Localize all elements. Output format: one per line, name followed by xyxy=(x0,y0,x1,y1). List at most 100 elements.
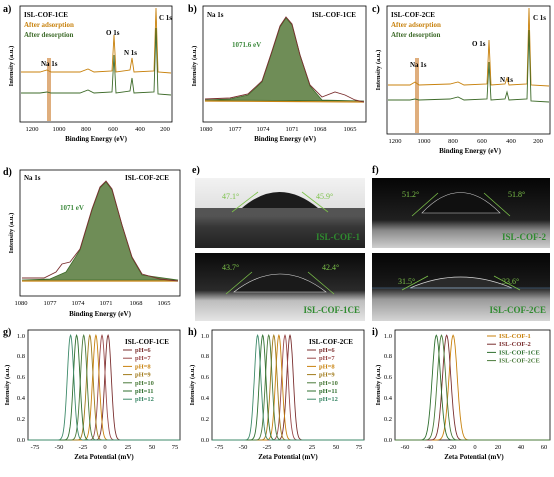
panel-b: b) Na 1s ISL-COF-1CE 1071.6 eV 1080 1077… xyxy=(188,4,367,143)
adsorption-spectrum xyxy=(388,7,550,87)
raw-spectrum xyxy=(22,180,179,282)
y-tick: 0.8 xyxy=(201,353,209,360)
x-tick: 40 xyxy=(518,444,525,451)
panel-letter-f: f) xyxy=(372,165,379,176)
legend-label: pH=10 xyxy=(135,380,154,387)
y-axis-label: Intensity (a.u.) xyxy=(8,213,15,254)
legend-desorption: After desorption xyxy=(391,31,441,39)
panel-letter: a) xyxy=(3,4,11,15)
y-tick: 0.2 xyxy=(201,416,209,423)
right-angle: 33.6° xyxy=(502,277,519,286)
na-band xyxy=(415,58,419,133)
zeta-lines xyxy=(28,333,180,441)
panel-a: a) ISL-COF-1CE After adsorption After de… xyxy=(3,4,173,143)
x-axis-label: Binding Energy (eV) xyxy=(439,147,502,155)
panel-e-f: e) f) 47.1° 45.9° ISL-COF-1 51.2° 51.8° … xyxy=(192,165,550,321)
left-angle: 31.5° xyxy=(398,277,415,286)
y-tick: 0.0 xyxy=(17,437,25,444)
legend-label: pH=12 xyxy=(319,396,338,403)
x-tick: 600 xyxy=(108,126,118,133)
legend-label: pH=9 xyxy=(135,372,151,379)
legend-label: pH=11 xyxy=(319,388,338,395)
x-axis-label: Zeta Potential (mV) xyxy=(258,453,318,461)
x-tick: 1068 xyxy=(314,126,327,133)
x-axis-label: Binding Energy (eV) xyxy=(254,135,317,143)
panel-letter: g) xyxy=(3,327,11,338)
x-tick: 0 xyxy=(287,444,290,451)
sample-label: ISL-COF-1CE xyxy=(125,338,169,346)
sample-label: ISL-COF-1CE xyxy=(312,11,356,19)
sample-label: ISL-COF-2CE xyxy=(125,174,169,182)
left-angle: 43.7° xyxy=(222,263,239,272)
y-tick: 0.6 xyxy=(384,374,393,381)
plot-frame xyxy=(386,5,551,135)
x-tick: 1065 xyxy=(158,300,171,307)
peak-n: N 1s xyxy=(500,76,513,84)
contact-angle-photo: 47.1° 45.9° ISL-COF-1 xyxy=(195,178,365,248)
x-tick: 1071 xyxy=(100,300,113,307)
y-tick: 0.8 xyxy=(384,353,392,360)
y-tick: 0.6 xyxy=(17,374,26,381)
sample-label: ISL-COF-1CE xyxy=(24,11,68,19)
y-axis-label: Intensity (a.u.) xyxy=(4,365,11,406)
y-tick: 0.4 xyxy=(17,395,26,402)
legend-label: pH=12 xyxy=(135,396,154,403)
x-tick: 200 xyxy=(533,138,543,145)
x-tick: 1080 xyxy=(15,300,28,307)
element-label: Na 1s xyxy=(24,174,41,182)
x-tick: 600 xyxy=(477,138,487,145)
x-tick: 200 xyxy=(160,126,170,133)
photo-label: ISL-COF-2CE xyxy=(489,305,546,315)
x-tick: 25 xyxy=(309,444,316,451)
x-axis-label: Zeta Potential (mV) xyxy=(74,453,134,461)
series-line xyxy=(212,333,364,441)
y-axis-label: Intensity (a.u.) xyxy=(375,365,382,406)
contact-angle-photo: 51.2° 51.8° ISL-COF-2 xyxy=(372,178,550,248)
legend-label: pH=9 xyxy=(319,372,335,379)
panel-d: d) Na 1s ISL-COF-2CE 1071 eV 1080 1077 1… xyxy=(3,167,181,318)
y-tick: 0.4 xyxy=(384,395,393,402)
panel-letter: h) xyxy=(188,327,197,338)
x-tick: -75 xyxy=(215,444,224,451)
photo-label: ISL-COF-1CE xyxy=(303,305,360,315)
x-axis-label: Binding Energy (eV) xyxy=(69,310,132,318)
legend-label: pH=6 xyxy=(319,347,335,354)
peak-o: O 1s xyxy=(472,40,486,48)
x-axis-label: Zeta Potential (mV) xyxy=(444,453,504,461)
x-tick: 1074 xyxy=(257,126,271,133)
x-tick: -40 xyxy=(425,444,434,451)
left-angle: 47.1° xyxy=(222,192,239,201)
right-angle: 42.4° xyxy=(322,263,339,272)
x-tick: 1077 xyxy=(229,126,243,133)
x-tick: -60 xyxy=(401,444,410,451)
panel-letter: d) xyxy=(3,167,12,178)
x-tick: 1200 xyxy=(389,138,402,145)
peak-position-label: 1071.6 eV xyxy=(232,41,261,49)
fit-peak xyxy=(21,181,179,281)
y-tick: 0.4 xyxy=(201,395,210,402)
y-tick: 0.2 xyxy=(384,416,392,423)
panel-letter: b) xyxy=(188,4,197,15)
sample-label: ISL-COF-2CE xyxy=(391,11,435,19)
legend-label: ISL-COF-1 xyxy=(499,333,531,340)
zeta-lines xyxy=(212,333,364,441)
peak-c: C 1s xyxy=(533,14,546,22)
y-tick: 0.2 xyxy=(17,416,25,423)
panel-c: c) ISL-COF-2CE After adsorption After de… xyxy=(372,4,551,155)
y-axis-label: Intensity (a.u.) xyxy=(189,365,196,406)
x-tick: 1200 xyxy=(26,126,39,133)
plot-frame xyxy=(211,329,365,441)
x-tick: 75 xyxy=(172,444,179,451)
y-axis-label: Intensity (a.u.) xyxy=(8,46,15,87)
x-tick: -25 xyxy=(79,444,88,451)
peak-o: O 1s xyxy=(106,29,120,37)
photo-label: ISL-COF-2 xyxy=(502,232,547,242)
legend-label: pH=8 xyxy=(319,363,335,370)
x-tick: 25 xyxy=(125,444,132,451)
x-tick: 1080 xyxy=(200,126,213,133)
y-tick: 0.0 xyxy=(384,437,392,444)
zeta-lines xyxy=(395,334,550,441)
